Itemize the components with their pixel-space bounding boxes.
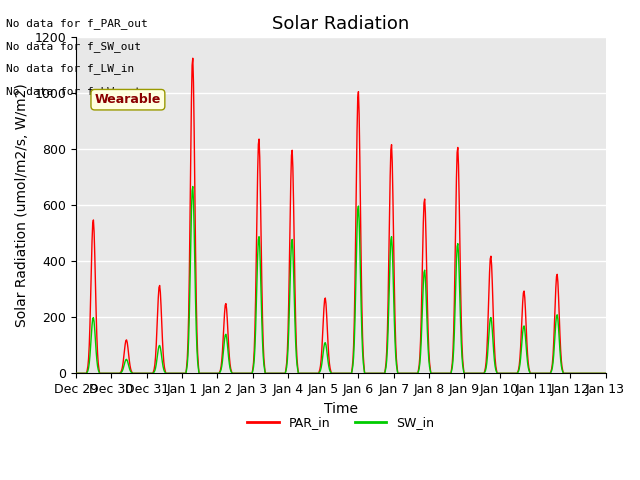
Text: Wearable: Wearable — [95, 93, 161, 106]
X-axis label: Time: Time — [324, 402, 358, 416]
Y-axis label: Solar Radiation (umol/m2/s, W/m2): Solar Radiation (umol/m2/s, W/m2) — [15, 84, 29, 327]
Text: No data for f_SW_out: No data for f_SW_out — [6, 41, 141, 52]
Legend: PAR_in, SW_in: PAR_in, SW_in — [243, 411, 440, 434]
Text: No data for f_LW_in: No data for f_LW_in — [6, 63, 134, 74]
Title: Solar Radiation: Solar Radiation — [272, 15, 410, 33]
Text: No data for f_LW_out: No data for f_LW_out — [6, 86, 141, 97]
Text: No data for f_PAR_out: No data for f_PAR_out — [6, 18, 148, 29]
